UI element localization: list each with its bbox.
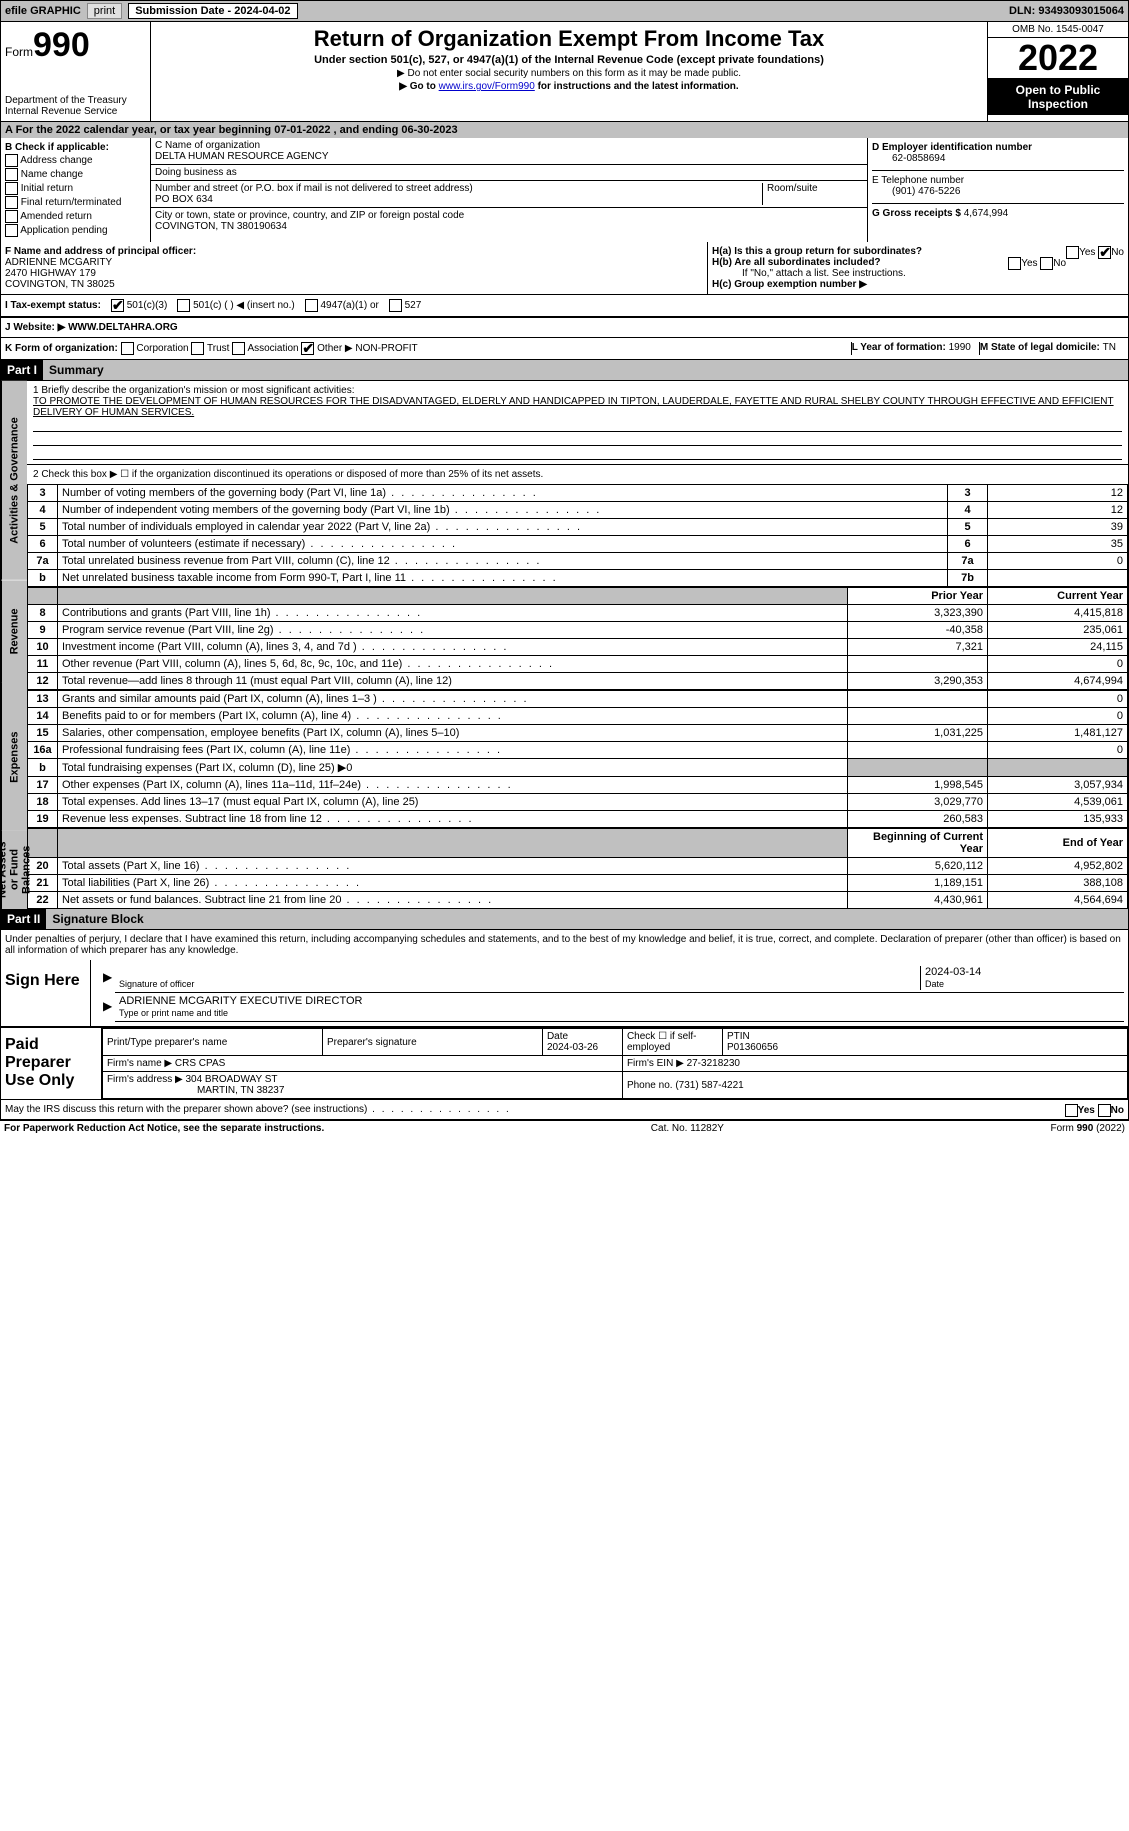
- dln: DLN: 93493093015064: [1009, 5, 1124, 17]
- top-toolbar: efile GRAPHIC print Submission Date - 20…: [0, 0, 1129, 22]
- box-f: F Name and address of principal officer:…: [1, 242, 708, 294]
- print-button[interactable]: print: [87, 3, 122, 19]
- table-row: 4Number of independent voting members of…: [28, 502, 1128, 519]
- summary-table-exp: 13Grants and similar amounts paid (Part …: [27, 690, 1128, 828]
- perjury-declaration: Under penalties of perjury, I declare th…: [1, 930, 1128, 960]
- vlabel-revenue: Revenue: [1, 580, 27, 683]
- box-b: B Check if applicable: Address change Na…: [1, 138, 151, 242]
- table-row: 11Other revenue (Part VIII, column (A), …: [28, 656, 1128, 673]
- summary-table-rev: Prior YearCurrent Year 8Contributions an…: [27, 587, 1128, 690]
- vlabel-governance: Activities & Governance: [1, 381, 27, 580]
- discuss-row: May the IRS discuss this return with the…: [1, 1099, 1128, 1119]
- sign-here-block: Sign Here Signature of officer 2024-03-1…: [1, 960, 1128, 1027]
- vlabel-expenses: Expenses: [1, 683, 27, 831]
- table-row: 7aTotal unrelated business revenue from …: [28, 553, 1128, 570]
- box-d: D Employer identification number62-08586…: [868, 138, 1128, 242]
- officer-row: F Name and address of principal officer:…: [1, 242, 1128, 295]
- table-row: 14Benefits paid to or for members (Part …: [28, 708, 1128, 725]
- tax-period: A For the 2022 calendar year, or tax yea…: [1, 122, 1128, 138]
- table-row: 15Salaries, other compensation, employee…: [28, 725, 1128, 742]
- table-row: 20Total assets (Part X, line 16)5,620,11…: [28, 858, 1128, 875]
- table-row: bTotal fundraising expenses (Part IX, co…: [28, 759, 1128, 777]
- irs-link[interactable]: www.irs.gov/Form990: [439, 81, 535, 92]
- line-2: 2 Check this box ▶ ☐ if the organization…: [27, 465, 1128, 484]
- form-version: Form 990 (2022): [1051, 1123, 1125, 1134]
- efile-label: efile GRAPHIC: [5, 5, 81, 17]
- page-footer: For Paperwork Reduction Act Notice, see …: [0, 1120, 1129, 1136]
- table-row: 16aProfessional fundraising fees (Part I…: [28, 742, 1128, 759]
- table-row: 17Other expenses (Part IX, column (A), l…: [28, 777, 1128, 794]
- table-row: 18Total expenses. Add lines 13–17 (must …: [28, 794, 1128, 811]
- table-row: 10Investment income (Part VIII, column (…: [28, 639, 1128, 656]
- form-title: Return of Organization Exempt From Incom…: [155, 26, 983, 52]
- tax-exempt-status: I Tax-exempt status: 501(c)(3) 501(c) ( …: [1, 295, 1128, 317]
- website-row: J Website: ▶ WWW.DELTAHRA.ORG: [1, 317, 1128, 338]
- table-row: 19Revenue less expenses. Subtract line 1…: [28, 811, 1128, 828]
- table-row: 12Total revenue—add lines 8 through 11 (…: [28, 673, 1128, 690]
- table-row: 8Contributions and grants (Part VIII, li…: [28, 605, 1128, 622]
- part-i-header: Part I Summary: [1, 360, 1128, 381]
- table-row: bNet unrelated business taxable income f…: [28, 570, 1128, 587]
- form-header: Form990 Department of the Treasury Inter…: [1, 22, 1128, 122]
- mission-block: 1 Briefly describe the organization's mi…: [27, 381, 1128, 465]
- form-subtitle: Under section 501(c), 527, or 4947(a)(1)…: [155, 54, 983, 66]
- omb-number: OMB No. 1545-0047: [988, 22, 1128, 38]
- tax-year: 2022: [988, 38, 1128, 79]
- table-row: 9Program service revenue (Part VIII, lin…: [28, 622, 1128, 639]
- summary-section: Activities & Governance Revenue Expenses…: [1, 381, 1128, 909]
- summary-table-net: Beginning of Current YearEnd of Year 20T…: [27, 828, 1128, 909]
- table-row: 6Total number of volunteers (estimate if…: [28, 536, 1128, 553]
- form-of-org: K Form of organization: Corporation Trus…: [1, 338, 1128, 360]
- part-ii-header: Part II Signature Block: [1, 909, 1128, 930]
- box-h: H(a) Is this a group return for subordin…: [708, 242, 1128, 294]
- summary-table-gov: 3Number of voting members of the governi…: [27, 484, 1128, 587]
- table-row: 5Total number of individuals employed in…: [28, 519, 1128, 536]
- table-row: 22Net assets or fund balances. Subtract …: [28, 892, 1128, 909]
- submission-date-box: Submission Date - 2024-04-02: [128, 3, 297, 19]
- public-inspection: Open to Public Inspection: [988, 79, 1128, 115]
- website-note: ▶ Go to www.irs.gov/Form990 for instruct…: [155, 81, 983, 92]
- table-row: 13Grants and similar amounts paid (Part …: [28, 691, 1128, 708]
- box-c: C Name of organization DELTA HUMAN RESOU…: [151, 138, 868, 242]
- table-row: 3Number of voting members of the governi…: [28, 485, 1128, 502]
- dept-treasury: Department of the Treasury: [5, 95, 146, 106]
- vlabel-netassets: Net Assets or Fund Balances: [1, 831, 27, 909]
- table-row: 21Total liabilities (Part X, line 26)1,1…: [28, 875, 1128, 892]
- ssn-note: Do not enter social security numbers on …: [155, 68, 983, 79]
- entity-info: B Check if applicable: Address change Na…: [1, 138, 1128, 242]
- paid-preparer-block: Paid Preparer Use Only Print/Type prepar…: [1, 1027, 1128, 1099]
- form-number: Form990: [5, 26, 146, 65]
- irs-label: Internal Revenue Service: [5, 106, 146, 117]
